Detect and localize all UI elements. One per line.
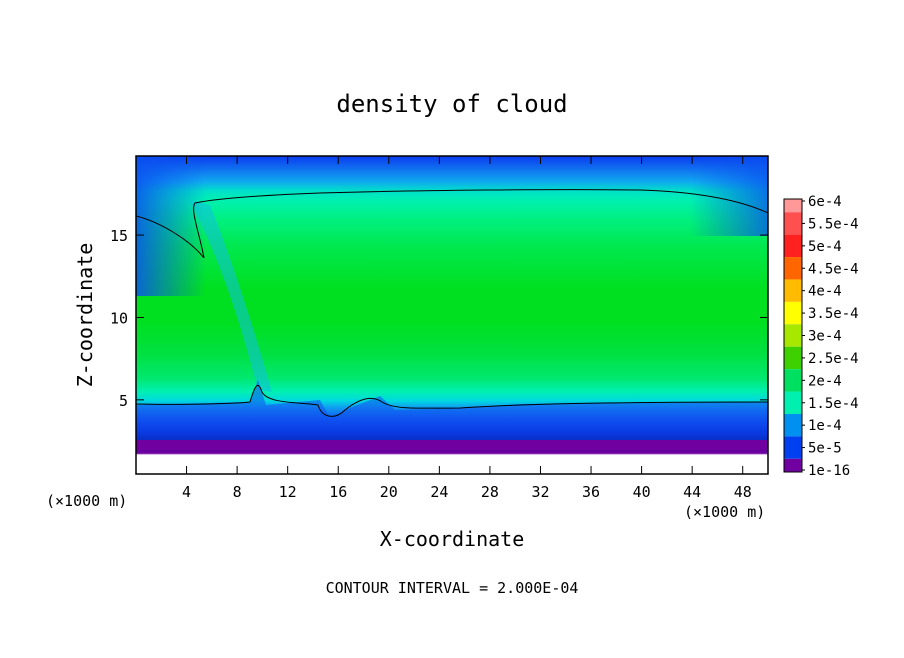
colorbar-label: 1e-4 bbox=[808, 418, 842, 434]
colorbar-swatch bbox=[784, 212, 802, 235]
colorbar-swatch bbox=[784, 301, 802, 325]
colorbar-swatch bbox=[784, 369, 802, 392]
field-cloud-base bbox=[136, 440, 768, 450]
x-tick-label: 28 bbox=[481, 483, 499, 501]
x-tick-label: 44 bbox=[683, 483, 701, 501]
colorbar-label: 3e-4 bbox=[808, 329, 842, 345]
field-right-edge bbox=[690, 156, 768, 236]
x-unit-label-left: (×1000 m) bbox=[46, 492, 127, 510]
y-axis: 5 10 15 bbox=[110, 227, 768, 410]
colorbar-swatch bbox=[784, 391, 802, 414]
field-plume bbox=[190, 200, 272, 392]
contour-interval-footer: CONTOUR INTERVAL = 2.000E-04 bbox=[326, 579, 579, 597]
colorbar-label: 4.5e-4 bbox=[808, 261, 859, 277]
x-tick-label: 40 bbox=[633, 483, 651, 501]
colorbar-label: 1.5e-4 bbox=[808, 396, 859, 412]
colorbar-swatch bbox=[784, 199, 802, 213]
x-tick-label: 48 bbox=[734, 483, 752, 501]
y-tick-label: 5 bbox=[119, 392, 128, 410]
x-tick-label: 12 bbox=[279, 483, 297, 501]
x-tick-label: 8 bbox=[233, 483, 242, 501]
x-tick-label: 24 bbox=[430, 483, 448, 501]
x-tick-label: 36 bbox=[582, 483, 600, 501]
y-axis-label: Z-coordinate bbox=[73, 243, 97, 388]
x-tick-label: 20 bbox=[380, 483, 398, 501]
contour-line bbox=[136, 189, 768, 417]
colorbar-swatch bbox=[784, 458, 802, 472]
x-unit-label-right: (×1000 m) bbox=[684, 503, 765, 521]
colorbar-swatch bbox=[784, 257, 802, 280]
colorbar-swatch bbox=[784, 234, 802, 258]
colorbar-swatch bbox=[784, 324, 802, 347]
x-axis-label: X-coordinate bbox=[380, 527, 525, 551]
plot-frame bbox=[135, 155, 769, 475]
colorbar: 6e-4 5.5e-4 5e-4 4.5e-4 4e-4 3.5e-4 3e-4 2.5e-4… bbox=[783, 194, 859, 479]
colorbar-swatch bbox=[784, 413, 802, 437]
heatmap-field bbox=[136, 156, 768, 474]
colorbar-label: 5e-4 bbox=[808, 239, 842, 255]
colorbar-label: 2e-4 bbox=[808, 373, 842, 389]
x-tick-label: 4 bbox=[182, 483, 191, 501]
colorbar-label: 1e-16 bbox=[808, 463, 850, 479]
colorbar-swatch bbox=[784, 346, 802, 370]
colorbar-label: 6e-4 bbox=[808, 194, 842, 210]
colorbar-label: 2.5e-4 bbox=[808, 351, 859, 367]
colorbar-swatch bbox=[784, 279, 802, 302]
x-tick-label: 32 bbox=[531, 483, 549, 501]
colorbar-label: 3.5e-4 bbox=[808, 306, 859, 322]
y-tick-label: 15 bbox=[110, 227, 128, 245]
x-tick-label: 16 bbox=[329, 483, 347, 501]
colorbar-label: 4e-4 bbox=[808, 284, 842, 300]
colorbar-label: 5.5e-4 bbox=[808, 216, 859, 232]
colorbar-label: 5e-5 bbox=[808, 441, 842, 457]
field-ground-turbulence bbox=[136, 380, 768, 442]
field-left-edge bbox=[136, 156, 206, 296]
chart-title: density of cloud bbox=[336, 90, 567, 118]
colorbar-swatch bbox=[784, 436, 802, 459]
y-tick-label: 10 bbox=[110, 309, 128, 327]
x-axis: 4 8 12 16 20 24 28 32 36 40 44 48 bbox=[182, 156, 752, 501]
